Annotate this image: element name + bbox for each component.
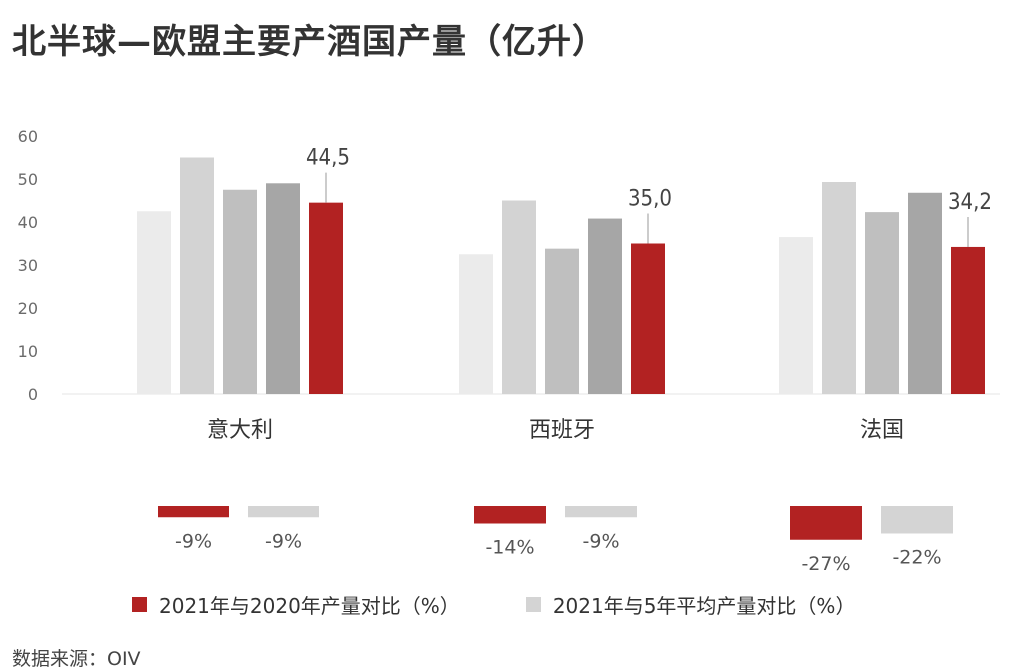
category-label: 法国 [860,418,904,443]
bar-2021 [631,243,665,394]
legend-item-avg5: 2021年与5年平均产量对比（%） [525,590,856,619]
bar-previous-year [502,200,536,394]
bar-value-label: 35,0 [628,187,672,212]
data-source: 数据来源：OIV [12,648,141,670]
bar-previous-year [822,182,856,394]
comparison-bar-avg5 [248,506,319,518]
bar-previous-year [223,189,257,394]
y-tick-label: 0 [28,385,38,404]
bar-previous-year [545,248,579,394]
category-label: 意大利 [207,418,273,443]
comparison-label-avg5: -9% [265,530,302,552]
y-tick-label: 40 [18,213,38,232]
comparison-bar-yoy [474,506,546,524]
bar-previous-year [180,157,214,394]
bar-value-label: 34,2 [948,190,992,215]
bar-previous-year [779,237,813,394]
legend-swatch-red [132,597,147,612]
comparison-bar-avg5 [881,506,953,534]
comparison-label-yoy: -9% [175,530,212,552]
bar-previous-year [908,192,942,394]
bar-2021 [951,246,985,394]
y-tick-label: 30 [18,256,38,275]
comparison-label-yoy: -14% [485,537,534,559]
y-tick-label: 50 [18,170,38,189]
bar-previous-year [137,211,171,394]
legend-item-yoy: 2021年与2020年产量对比（%） [132,590,460,619]
bar-previous-year [865,212,899,394]
category-label: 西班牙 [529,418,595,443]
comparison-label-avg5: -9% [583,530,620,552]
legend: 2021年与2020年产量对比（%） 2021年与5年平均产量对比（%） [132,590,855,619]
legend-swatch-gray [525,597,541,612]
bar-previous-year [459,254,493,394]
comparison-bar-yoy [790,506,862,540]
bar-2021 [309,202,343,394]
bar-previous-year [266,183,300,394]
legend-label-yoy: 2021年与2020年产量对比（%） [159,594,460,618]
y-tick-label: 20 [18,299,38,318]
bar-value-label: 44,5 [306,146,350,171]
chart-title: 北半球—欧盟主要产酒国产量（亿升） [12,22,607,62]
y-tick-label: 10 [18,342,38,361]
comparison-label-avg5: -22% [892,547,941,569]
bar-previous-year [588,218,622,394]
y-tick-label: 60 [18,127,38,146]
comparison-bar-avg5 [565,506,637,518]
comparison-label-yoy: -27% [801,553,850,575]
legend-label-avg5: 2021年与5年平均产量对比（%） [552,594,856,618]
comparison-bar-yoy [158,506,229,518]
